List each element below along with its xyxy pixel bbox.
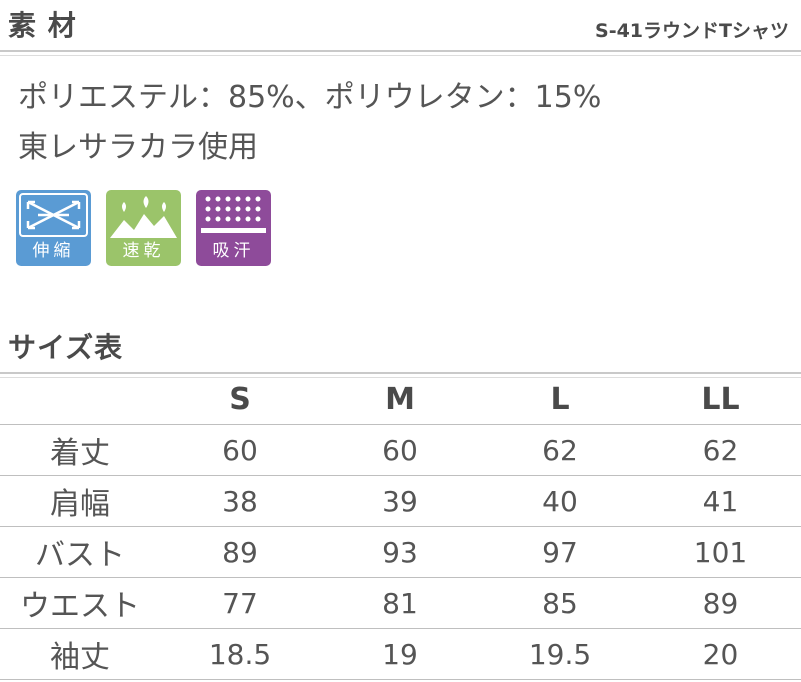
row-label: ウエスト [0,577,160,629]
size-table: S M L LL 着丈 60 60 62 62 肩幅 38 39 40 41 バ… [0,374,801,680]
table-row: 着丈 60 60 62 62 [0,424,801,476]
table-cell: 85 [480,577,640,629]
quick-dry-icon [110,196,177,238]
column-header-l: L [480,374,640,425]
column-header-s: S [160,374,320,425]
row-label: 肩幅 [0,475,160,527]
size-title: サイズ表 [8,331,124,364]
table-cell: 41 [640,475,801,527]
table-cell: 81 [320,577,480,629]
table-cell: 93 [320,526,480,578]
table-cell: 19 [320,628,480,680]
table-cell: 62 [640,424,801,476]
feature-label: 伸縮 [32,241,75,261]
feature-quick-dry: 速乾 [106,190,181,266]
product-name: S-41ラウンドTシャツ [595,20,789,42]
maker-text: 東レサラカラ使用 [18,130,258,165]
size-header: サイズ表 [0,322,801,378]
material-header: 素 材 S-41ラウンドTシャツ [0,0,801,56]
table-cell: 97 [480,526,640,578]
table-cell: 62 [480,424,640,476]
sweat-absorb-icon [201,196,266,233]
table-cell: 40 [480,475,640,527]
feature-sweat-absorb: 吸汗 [196,190,271,266]
table-cell: 39 [320,475,480,527]
size-header-row: S M L LL [0,374,801,425]
feature-stretch: 伸縮 [16,190,91,266]
composition-text: ポリエステル：85%、ポリウレタン：15% [18,80,602,115]
table-cell: 101 [640,526,801,578]
table-cell: 38 [160,475,320,527]
corner-cell [0,374,160,425]
table-row: ウエスト 77 81 85 89 [0,577,801,629]
table-cell: 20 [640,628,801,680]
row-label: バスト [0,526,160,578]
column-header-m: M [320,374,480,425]
table-cell: 77 [160,577,320,629]
column-header-ll: LL [640,374,801,425]
table-cell: 19.5 [480,628,640,680]
feature-label: 速乾 [122,241,165,261]
table-cell: 18.5 [160,628,320,680]
table-cell: 89 [640,577,801,629]
stretch-arrows-icon [19,193,88,237]
material-title: 素 材 [8,9,77,42]
feature-icons: 伸縮 速乾 吸汗 [16,190,271,266]
row-label: 袖丈 [0,628,160,680]
table-cell: 89 [160,526,320,578]
table-row: 肩幅 38 39 40 41 [0,475,801,527]
table-row: 袖丈 18.5 19 19.5 20 [0,628,801,680]
table-row: バスト 89 93 97 101 [0,526,801,578]
row-label: 着丈 [0,424,160,476]
feature-label: 吸汗 [212,241,255,261]
table-cell: 60 [320,424,480,476]
table-cell: 60 [160,424,320,476]
